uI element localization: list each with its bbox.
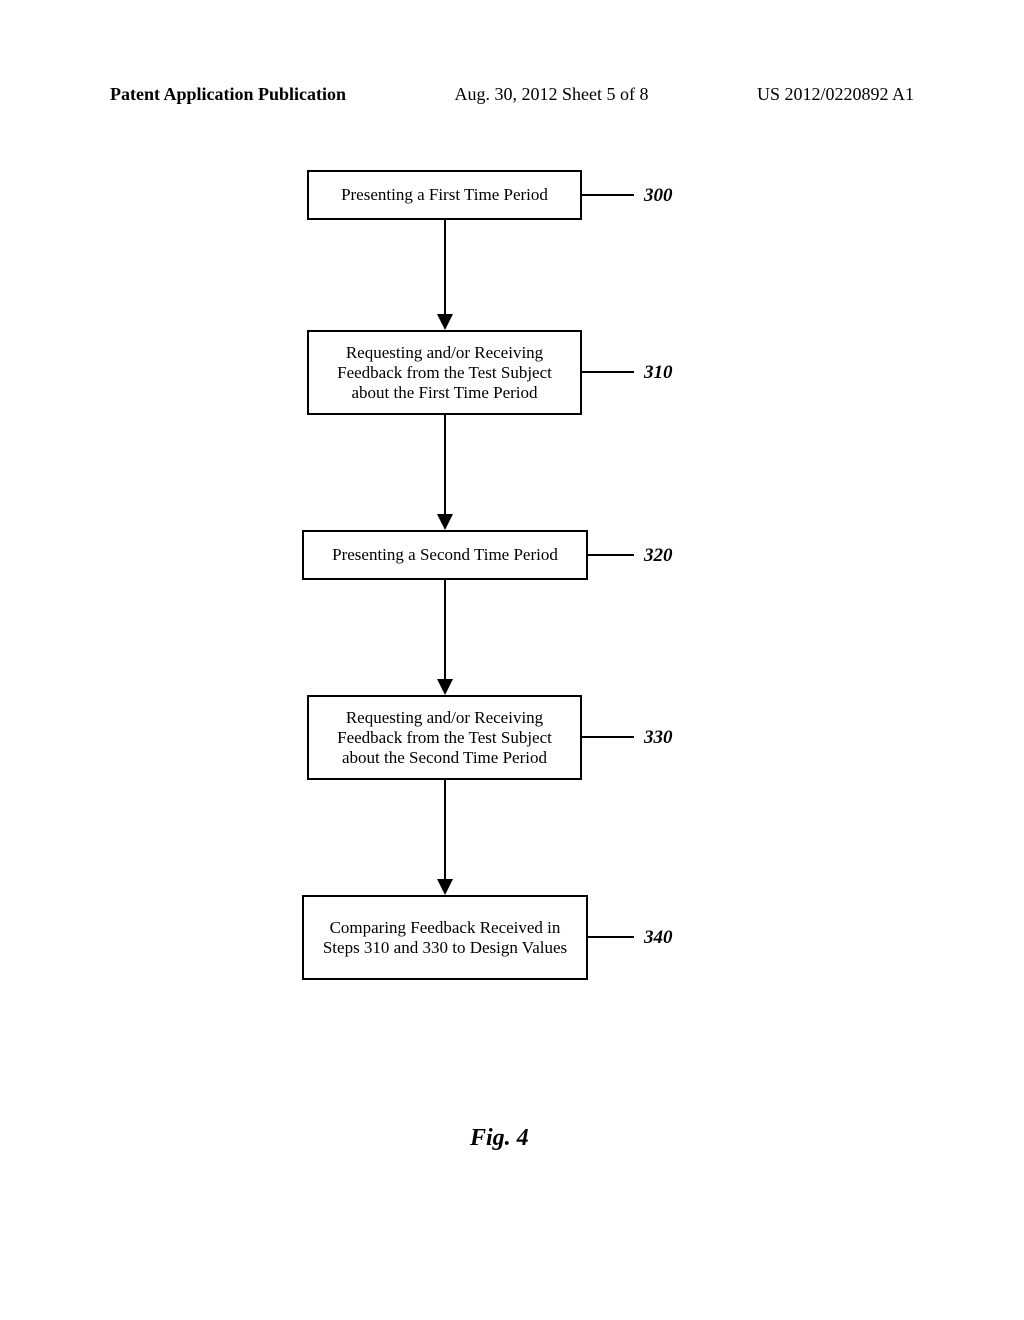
arrow-head-0	[437, 314, 453, 330]
flow-box-320: Presenting a Second Time Period	[302, 530, 588, 580]
arrow-head-1	[437, 514, 453, 530]
flow-box-330: Requesting and/or Receiving Feedback fro…	[307, 695, 582, 780]
ref-label-340: 340	[644, 927, 673, 949]
header-left: Patent Application Publication	[110, 84, 346, 105]
flow-box-310: Requesting and/or Receiving Feedback fro…	[307, 330, 582, 415]
arrow-line-3	[444, 780, 446, 881]
ref-label-300: 300	[644, 185, 673, 207]
arrow-line-2	[444, 580, 446, 681]
ref-label-330: 330	[644, 727, 673, 749]
arrow-line-0	[444, 220, 446, 316]
ref-label-320: 320	[644, 545, 673, 567]
figure-label: Fig. 4	[470, 1125, 529, 1152]
ref-label-310: 310	[644, 362, 673, 384]
ref-line-340	[588, 936, 634, 938]
header: Patent Application Publication Aug. 30, …	[0, 84, 1024, 105]
ref-line-320	[588, 554, 634, 556]
arrow-head-2	[437, 679, 453, 695]
arrow-line-1	[444, 415, 446, 516]
ref-line-300	[582, 194, 634, 196]
ref-line-330	[582, 736, 634, 738]
arrow-head-3	[437, 879, 453, 895]
ref-line-310	[582, 371, 634, 373]
header-center: Aug. 30, 2012 Sheet 5 of 8	[455, 84, 649, 105]
header-right: US 2012/0220892 A1	[757, 84, 914, 105]
flow-box-340: Comparing Feedback Received in Steps 310…	[302, 895, 588, 980]
flow-box-300: Presenting a First Time Period	[307, 170, 582, 220]
